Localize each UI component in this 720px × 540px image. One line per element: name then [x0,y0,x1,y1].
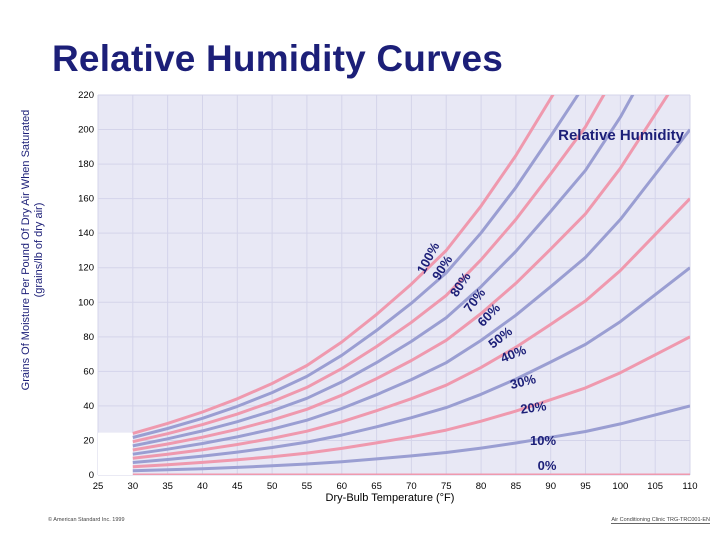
x-axis-ticks: 25 30 35 40 45 50 55 60 65 70 75 80 85 90 95 100 105 110 [93,481,698,492]
x-tick-label: 90 [545,481,556,492]
rh-curve-40pct [132,197,690,460]
x-tick-label: 80 [476,481,487,492]
y-tick-label: 120 [78,263,94,274]
x-tick-label: 105 [647,481,663,492]
x-tick-label: 70 [406,481,417,492]
y-tick-label: 40 [83,401,94,412]
x-tick-label: 40 [197,481,208,492]
y-tick-label: 160 [78,194,94,205]
x-tick-label: 95 [580,481,591,492]
curve-label-20pct: 20% [519,398,547,417]
y-tick-label: 100 [78,297,94,308]
x-tick-label: 100 [612,481,628,492]
slide-title: Relative Humidity Curves [52,38,504,79]
x-tick-label: 50 [267,481,278,492]
y-tick-label: 20 [83,435,94,446]
y-axis-label: Grains Of Moisture Per Pound Of Dry Air … [20,109,45,391]
grid-lines [97,94,691,476]
rh-curve-70pct [132,95,635,448]
y-tick-label: 80 [83,332,94,343]
x-tick-label: 60 [336,481,347,492]
x-tick-label: 65 [371,481,382,492]
y-tick-label: 0 [89,470,94,481]
x-tick-label: 25 [93,481,104,492]
rh-curve-80pct [132,95,606,444]
y-tick-label: 140 [78,228,94,239]
plot-area [98,95,690,475]
y-tick-label: 180 [78,159,94,170]
x-tick-label: 30 [128,481,139,492]
rh-curve-50pct [132,128,690,456]
rh-curve-60pct [132,95,670,452]
x-tick-label: 85 [511,481,522,492]
x-tick-label: 35 [162,481,173,492]
rh-curve-30pct [132,266,690,464]
rh-curve-20pct [132,335,690,469]
legend-title: Relative Humidity [558,127,685,144]
y-tick-label: 200 [78,125,94,136]
rh-curve-90pct [132,95,580,439]
x-tick-label: 55 [302,481,313,492]
course-footer: Air Conditioning Clinic TRG-TRC001-EN [611,517,710,524]
y-tick-label: 220 [78,90,94,101]
rh-curve-100pct [132,95,555,435]
curve-label-30pct: 30% [508,371,537,392]
y-axis-ticks: 0 20 40 60 80 100 120 140 160 180 200 220 [78,90,94,481]
copyright-footer: © American Standard Inc. 1999 [48,517,125,523]
curve-label-10pct: 10% [530,433,556,448]
y-tick-label: 60 [83,366,94,377]
x-axis-label: Dry-Bulb Temperature (°F) [325,492,455,504]
low-temperature-region [98,432,133,475]
x-tick-label: 75 [441,481,452,492]
x-tick-label: 110 [682,481,697,492]
curve-label-0pct: 0% [538,458,557,473]
rh-curve-10pct [132,404,690,473]
x-tick-label: 45 [232,481,243,492]
rh-curves [132,95,690,475]
